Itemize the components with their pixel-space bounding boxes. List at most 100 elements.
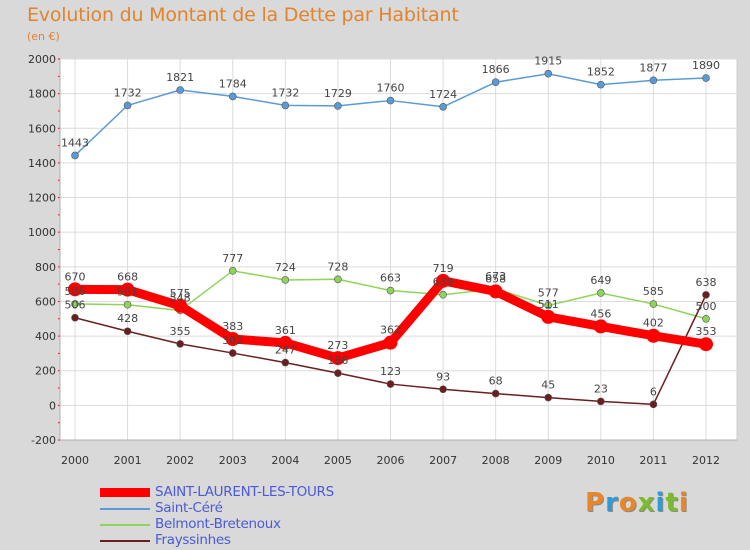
data-label-2: 68 [489,375,503,388]
data-label-1: 673 [485,270,506,283]
x-tick-label: 2010 [587,454,615,467]
legend-label-saint-laurent: SAINT-LAURENT-LES-TOURS [155,484,334,500]
series-point-0 [439,102,447,111]
data-label-2: 638 [696,276,717,289]
series-point-2 [386,380,395,388]
series-point-3 [330,351,345,366]
logo-letter: i [678,488,689,518]
series-point-0 [702,74,710,82]
y-tick-label: 2000 [28,53,56,66]
logo-letter: i [655,488,666,518]
series-point-3 [278,335,293,350]
data-label-1: 724 [275,261,296,274]
series-point-3 [68,282,82,297]
series-point-3 [225,332,240,347]
data-label-0: 1890 [692,59,720,72]
data-label-0: 1443 [61,136,89,149]
data-label-2: 428 [117,312,138,325]
series-point-0 [386,96,395,105]
series-point-0 [544,69,553,78]
series-point-2 [176,340,184,348]
logo-letter: x [637,488,656,518]
y-tick-label: 800 [35,261,56,274]
data-label-2: 93 [436,370,450,383]
data-label-2: 23 [594,382,608,395]
data-label-2: 123 [380,365,401,378]
data-label-1: 663 [380,272,401,285]
series-point-1 [123,300,132,309]
series-point-0 [176,86,184,94]
series-point-1 [544,301,553,310]
data-label-0: 1915 [534,55,562,68]
data-label-3: 668 [117,271,138,284]
legend-label-belmont: Belmont-Bretenoux [155,516,281,532]
series-point-1 [334,275,342,284]
legend-swatch-belmont [100,524,150,526]
data-label-0: 1732 [271,86,299,99]
series-point-2 [281,358,290,367]
series-point-3 [488,284,503,299]
series-point-2 [702,291,710,299]
chart-title: Evolution du Montant de la Dette par Hab… [27,4,459,26]
series-point-2 [439,385,447,394]
series-point-1 [71,300,79,308]
series-point-1 [228,267,237,275]
data-label-1: 585 [643,285,664,298]
series-point-0 [123,101,132,110]
legend-swatch-frayssinhes [100,540,150,542]
x-tick-label: 2006 [377,454,405,467]
data-label-3: 511 [538,298,559,311]
x-tick-label: 2003 [219,454,247,467]
series-point-2 [71,313,79,322]
series-point-3 [593,319,608,334]
series-point-3 [541,309,556,324]
y-tick-label: 1400 [28,157,56,170]
x-tick-label: 2004 [271,454,299,467]
data-label-2: 186 [327,354,348,367]
data-label-0: 1877 [639,61,667,74]
series-point-2 [228,349,237,357]
data-label-3: 719 [433,262,454,275]
data-label-1: 581 [117,286,138,299]
series-point-1 [439,290,447,299]
y-tick-label: 1800 [28,88,56,101]
legend-swatch-saint-laurent [100,488,150,497]
series-point-2 [123,327,132,336]
data-label-3: 658 [485,272,506,285]
x-tick-label: 2011 [639,454,667,467]
series-point-3 [699,337,713,352]
series-point-2 [491,389,500,398]
y-tick-label: 200 [35,365,56,378]
y-tick-label: 1000 [28,226,56,239]
y-tick-label: 600 [35,295,56,308]
x-tick-label: 2008 [482,454,510,467]
series-point-0 [649,76,658,85]
series-point-2 [649,400,658,409]
x-tick-label: 2007 [429,454,457,467]
data-label-2: 302 [222,334,243,347]
series-point-2 [544,393,553,402]
data-label-3: 353 [696,325,717,338]
x-tick-label: 2009 [534,454,562,467]
data-label-0: 1784 [219,77,247,90]
legend-swatch-saint-cere [100,508,150,510]
plot-area [59,58,738,441]
data-label-2: 247 [275,344,296,357]
y-tick-label: 400 [35,330,56,343]
series-point-3 [383,335,398,350]
data-label-0: 1852 [587,66,615,79]
data-label-3: 383 [222,320,243,333]
series-point-3 [173,298,188,313]
y-tick-label: 1200 [28,192,56,205]
y-tick-label: -200 [31,434,56,447]
x-tick-label: 2000 [61,454,89,467]
y-tick-label: 0 [49,399,56,412]
series-point-0 [228,92,237,101]
x-tick-label: 2005 [324,454,352,467]
data-label-0: 1821 [166,71,194,84]
data-label-2: 45 [541,379,555,392]
data-label-2: 355 [170,325,191,338]
data-label-3: 273 [327,339,348,352]
x-tick-label: 2012 [692,454,720,467]
